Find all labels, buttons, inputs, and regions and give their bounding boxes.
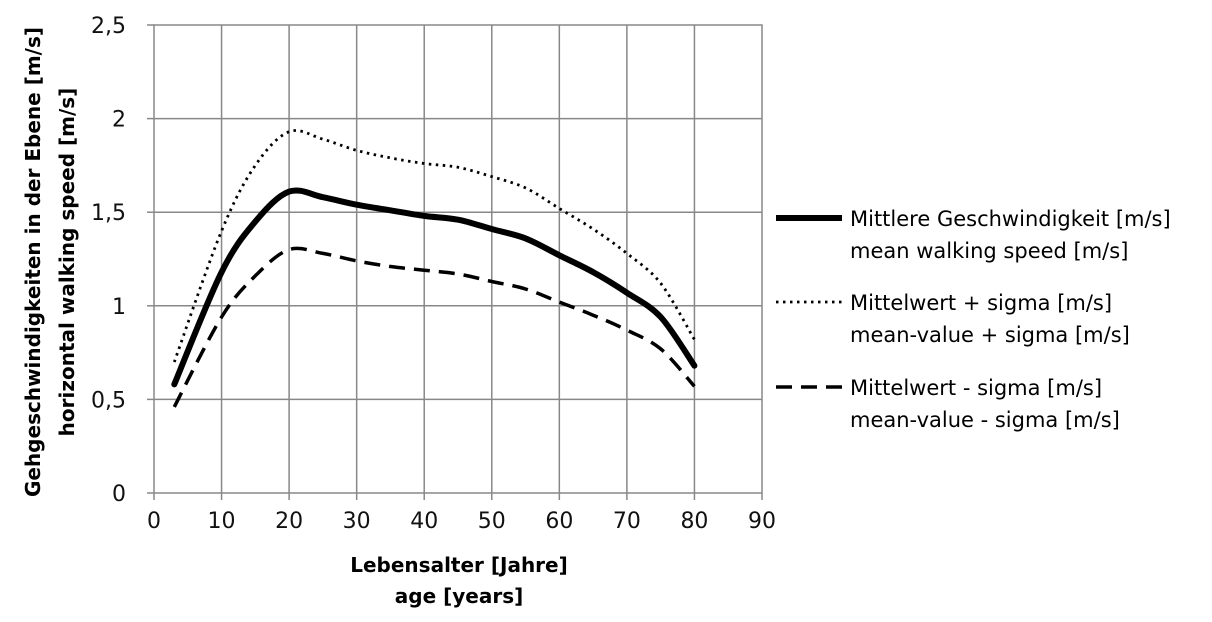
legend-label: mean-value - sigma [m/s] <box>850 408 1120 432</box>
y-tick-label: 1 <box>112 295 126 320</box>
x-tick-label: 50 <box>478 509 506 534</box>
series-line-solid <box>171 187 698 388</box>
y-tick-label: 2 <box>112 108 126 133</box>
x-tick-label: 10 <box>208 509 236 534</box>
x-tick-label: 80 <box>680 509 708 534</box>
y-axis-title-line: horizontal walking speed [m/s] <box>55 88 79 437</box>
x-axis-title-line: Lebensalter [Jahre] <box>350 553 568 577</box>
x-tick-label: 60 <box>545 509 573 534</box>
legend-label: mean walking speed [m/s] <box>850 239 1128 263</box>
legend-label: Mittelwert - sigma [m/s] <box>850 376 1102 400</box>
y-axis-title-line: Gehgeschwindigkeiten in der Ebene [m/s] <box>21 27 45 497</box>
x-axis-title: Lebensalter [Jahre] age [years] <box>350 553 568 608</box>
x-tick-label: 70 <box>613 509 641 534</box>
legend-label: mean-value + sigma [m/s] <box>850 323 1130 347</box>
legend-label: Mittelwert + sigma [m/s] <box>850 291 1112 315</box>
y-tick-label: 2,5 <box>91 14 126 39</box>
legend: Mittlere Geschwindigkeit [m/s] mean walki… <box>776 207 1171 432</box>
y-tick-label: 1,5 <box>91 201 126 226</box>
x-axis-ticks: 0 10 20 30 40 50 60 70 80 90 <box>147 493 776 534</box>
series-lines <box>171 129 698 408</box>
x-axis-title-line: age [years] <box>395 584 524 608</box>
y-axis-ticks: 0 0,5 1 1,5 2 2,5 <box>91 14 154 507</box>
y-tick-label: 0,5 <box>91 388 126 413</box>
y-axis-title: Gehgeschwindigkeiten in der Ebene [m/s] h… <box>21 27 79 497</box>
x-tick-label: 30 <box>343 509 371 534</box>
legend-label: Mittlere Geschwindigkeit [m/s] <box>850 207 1171 231</box>
x-tick-label: 90 <box>748 509 776 534</box>
x-tick-label: 0 <box>147 509 161 534</box>
x-tick-label: 20 <box>275 509 303 534</box>
x-tick-label: 40 <box>410 509 438 534</box>
series-line-dashed <box>172 246 696 408</box>
y-tick-label: 0 <box>112 482 126 507</box>
gridlines <box>154 25 762 493</box>
plot-area <box>153 24 763 494</box>
